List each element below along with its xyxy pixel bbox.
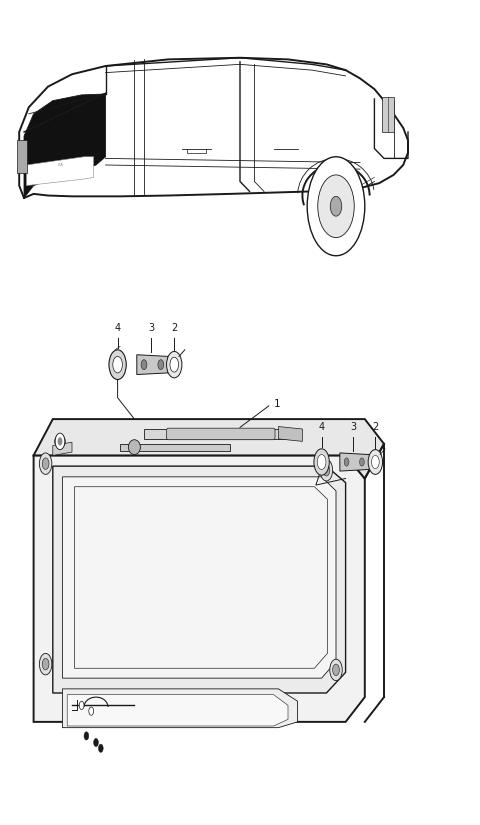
Circle shape [42,458,49,469]
Circle shape [98,744,103,752]
Polygon shape [278,427,302,441]
Text: KIA: KIA [57,163,63,167]
Circle shape [330,196,342,216]
Polygon shape [24,94,106,198]
Circle shape [109,350,126,380]
Circle shape [333,664,339,676]
Ellipse shape [55,435,65,448]
Circle shape [307,157,365,256]
Circle shape [113,356,122,373]
Text: 3: 3 [350,422,356,432]
Polygon shape [34,455,365,722]
Circle shape [84,732,89,740]
Text: 4: 4 [115,323,120,333]
Polygon shape [62,477,336,678]
Circle shape [372,455,379,469]
Polygon shape [120,444,230,451]
Circle shape [320,460,333,481]
Circle shape [79,701,84,710]
Text: 2: 2 [372,422,379,432]
Bar [17,140,27,173]
Polygon shape [53,466,346,693]
Circle shape [314,449,329,475]
FancyBboxPatch shape [167,428,275,440]
Circle shape [89,707,94,715]
Circle shape [317,455,326,469]
Polygon shape [340,453,370,471]
Text: 3: 3 [148,323,154,333]
Circle shape [360,458,364,466]
Bar [382,97,394,132]
Circle shape [330,659,342,681]
Polygon shape [137,355,168,375]
Polygon shape [74,487,327,668]
Circle shape [94,738,98,747]
Circle shape [170,357,179,372]
Polygon shape [53,442,72,455]
Circle shape [344,458,349,466]
Text: 4: 4 [319,422,324,432]
Polygon shape [26,157,94,186]
Polygon shape [62,689,298,728]
Circle shape [318,175,354,238]
Text: 1: 1 [274,399,280,409]
Circle shape [58,437,62,446]
Ellipse shape [129,440,140,455]
Circle shape [39,453,52,474]
Circle shape [368,450,383,474]
Polygon shape [34,419,384,478]
Circle shape [158,360,164,370]
Circle shape [39,653,52,675]
Circle shape [141,360,147,370]
Polygon shape [67,695,288,726]
Text: 2: 2 [171,323,178,333]
Polygon shape [144,429,288,439]
Circle shape [42,658,49,670]
Circle shape [323,464,330,476]
Circle shape [55,433,65,450]
Circle shape [167,351,182,378]
